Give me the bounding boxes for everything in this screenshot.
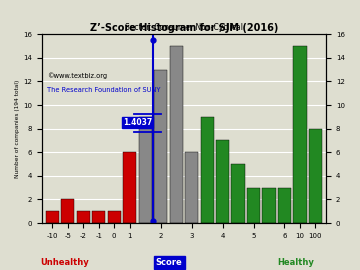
Text: 1.4037: 1.4037 <box>123 118 152 127</box>
Bar <box>139 117 152 223</box>
Text: Score: Score <box>156 258 183 267</box>
Bar <box>293 46 307 223</box>
Bar <box>170 46 183 223</box>
Bar <box>231 164 245 223</box>
Bar <box>123 152 136 223</box>
Bar <box>247 188 260 223</box>
Bar <box>278 188 291 223</box>
Y-axis label: Number of companies (194 total): Number of companies (194 total) <box>15 79 20 178</box>
Bar <box>185 152 198 223</box>
Text: The Research Foundation of SUNY: The Research Foundation of SUNY <box>47 87 161 93</box>
Bar <box>262 188 276 223</box>
Text: Sector: Consumer Non-Cyclical: Sector: Consumer Non-Cyclical <box>125 23 243 32</box>
Bar <box>216 140 229 223</box>
Title: Z’-Score Histogram for SJM (2016): Z’-Score Histogram for SJM (2016) <box>90 23 278 33</box>
Bar <box>92 211 105 223</box>
Text: ©www.textbiz.org: ©www.textbiz.org <box>47 72 107 79</box>
Bar <box>154 70 167 223</box>
Text: Unhealthy: Unhealthy <box>40 258 89 267</box>
Bar <box>61 200 75 223</box>
Text: Healthy: Healthy <box>277 258 314 267</box>
Bar <box>201 117 214 223</box>
Bar <box>309 129 322 223</box>
Bar <box>77 211 90 223</box>
Bar <box>108 211 121 223</box>
Bar <box>46 211 59 223</box>
